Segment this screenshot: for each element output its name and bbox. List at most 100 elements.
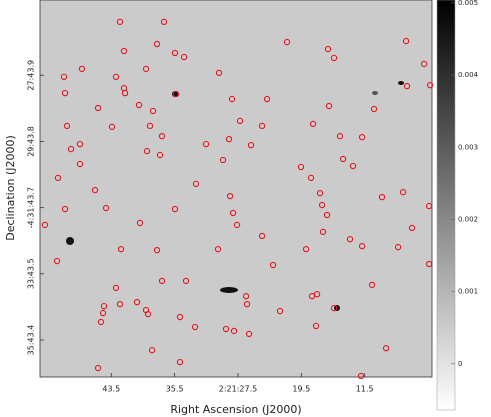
source-marker — [153, 40, 161, 48]
source-marker — [236, 117, 244, 125]
source-marker — [94, 364, 102, 372]
source-marker — [307, 174, 315, 182]
source-marker — [323, 211, 331, 219]
source-marker — [313, 291, 321, 298]
colorbar-tick-label: 0.002 — [458, 215, 478, 223]
source-marker — [222, 325, 230, 333]
source-marker — [394, 243, 402, 251]
source-marker — [242, 293, 250, 300]
source-marker — [339, 155, 347, 163]
source-marker — [148, 347, 156, 354]
colorbar — [436, 0, 456, 411]
source-marker — [61, 205, 69, 213]
source-marker — [258, 122, 266, 130]
source-marker — [297, 163, 305, 171]
source-marker — [330, 304, 338, 312]
source-marker — [425, 260, 433, 268]
source-marker — [61, 89, 69, 97]
source-marker — [121, 89, 129, 97]
source-marker — [336, 133, 344, 140]
source-marker — [143, 147, 151, 155]
source-marker — [116, 300, 124, 308]
source-marker — [283, 38, 291, 46]
source-marker — [156, 151, 164, 159]
source-marker — [226, 192, 234, 200]
source-marker — [172, 90, 180, 98]
source-marker — [330, 54, 338, 62]
source-marker — [318, 201, 326, 209]
source-marker — [41, 221, 49, 229]
source-marker — [158, 277, 166, 285]
source-marker — [144, 310, 152, 318]
source-marker — [316, 189, 324, 197]
source-marker — [192, 180, 200, 188]
colorbar-tick-label: 0.001 — [458, 288, 478, 296]
source-marker — [229, 209, 237, 217]
source-marker — [312, 322, 320, 330]
source-marker — [133, 298, 141, 306]
source-marker — [420, 60, 428, 68]
source-marker — [225, 135, 233, 143]
source-marker — [426, 81, 434, 89]
source-marker — [182, 277, 190, 285]
source-marker — [349, 162, 357, 170]
source-marker — [230, 327, 238, 335]
source-marker — [180, 53, 188, 61]
x-tick-label: 19.5 — [292, 385, 310, 394]
source-marker — [319, 228, 327, 236]
source-marker — [116, 18, 124, 26]
source-marker — [403, 82, 411, 90]
source-marker — [142, 65, 150, 73]
source-marker — [149, 107, 157, 115]
y-tick-label: 27:43.9 — [27, 60, 36, 91]
source-marker — [160, 18, 168, 26]
source-marker — [117, 245, 125, 253]
source-marker — [228, 95, 236, 103]
source-marker — [100, 302, 108, 310]
source-marker — [108, 123, 116, 131]
source-marker — [408, 224, 416, 232]
source-marker — [425, 202, 433, 210]
source-marker — [214, 245, 222, 253]
y-tick-label: 35:43.4 — [27, 325, 36, 356]
source-marker — [53, 257, 61, 265]
source-marker — [63, 122, 71, 130]
source-marker — [60, 73, 68, 81]
source-marker — [233, 221, 241, 229]
source-marker — [91, 187, 99, 194]
source-marker — [102, 204, 110, 212]
source-marker — [325, 102, 333, 110]
source-marker — [176, 358, 184, 366]
source-marker — [346, 236, 354, 243]
colorbar-tick-label: 0.005 — [458, 0, 478, 7]
source-marker — [136, 219, 144, 227]
source-marker — [67, 145, 75, 153]
x-tick-label: 11.5 — [356, 385, 374, 394]
source-marker — [324, 45, 332, 53]
source-marker — [399, 188, 407, 196]
source-marker — [378, 193, 386, 201]
source-marker — [302, 245, 310, 253]
source-marker — [153, 246, 161, 254]
source-marker — [99, 309, 107, 317]
y-tick-label: 33:43.5 — [27, 258, 36, 289]
source-marker — [243, 300, 251, 308]
x-tick-label: 43.5 — [102, 385, 120, 394]
source-marker — [191, 323, 199, 331]
x-tick-label: 35.5 — [166, 385, 184, 394]
source-marker — [370, 105, 378, 113]
colorbar-tick-label: 0.004 — [458, 71, 479, 79]
source-marker — [135, 101, 143, 109]
source-marker — [357, 372, 365, 380]
source-marker — [112, 73, 120, 81]
source-marker — [219, 156, 227, 164]
x-tick-label: 2:21:27.5 — [219, 385, 257, 394]
plot-frame — [39, 0, 433, 378]
y-tick-label: -4:31:43.7 — [27, 187, 36, 228]
source-marker — [309, 120, 317, 128]
source-marker — [247, 141, 255, 149]
source-marker — [202, 140, 210, 148]
source-marker — [269, 261, 277, 269]
source-marker — [97, 318, 105, 326]
